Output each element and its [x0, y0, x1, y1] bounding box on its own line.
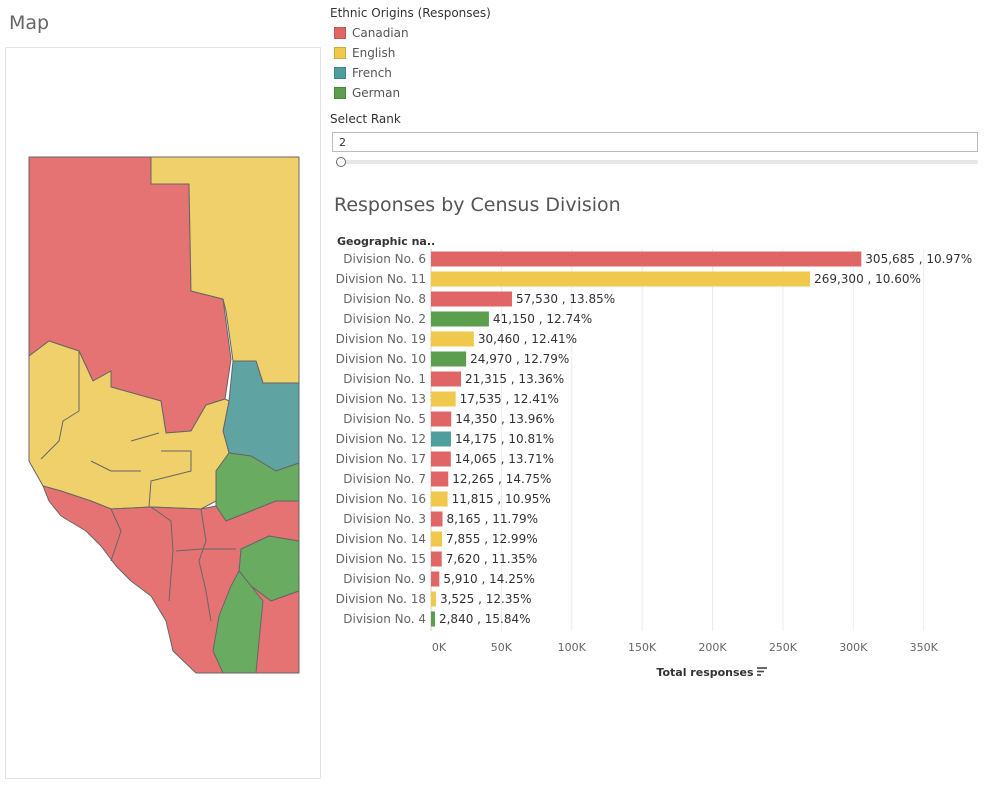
category-label: Division No. 19	[336, 332, 426, 346]
rank-slider-track[interactable]	[337, 160, 978, 164]
bar[interactable]	[431, 391, 456, 407]
tick-label: 100K	[558, 641, 587, 654]
bar[interactable]	[431, 511, 443, 527]
data-label: 24,970 , 12.79%	[470, 352, 569, 366]
tick-label: 50K	[491, 641, 513, 654]
data-label: 5,910 , 14.25%	[443, 572, 535, 586]
data-label: 7,620 , 11.35%	[446, 552, 538, 566]
data-label: 57,530 , 13.85%	[516, 292, 615, 306]
legend-items: Canadian English French German	[330, 23, 491, 103]
data-label: 14,065 , 13.71%	[455, 452, 554, 466]
tick-label: 300K	[839, 641, 868, 654]
map-division-lines	[40, 351, 236, 622]
data-label: 269,300 , 10.60%	[814, 272, 921, 286]
legend: Ethnic Origins (Responses) Canadian Engli…	[330, 6, 491, 103]
data-label: 21,315 , 13.36%	[465, 372, 564, 386]
category-label: Division No. 3	[343, 512, 426, 526]
tick-label: 0K	[432, 641, 447, 654]
bar[interactable]	[431, 531, 443, 547]
data-label: 17,535 , 12.41%	[460, 392, 559, 406]
bar[interactable]	[431, 451, 451, 467]
map-svg	[28, 156, 300, 674]
category-label: Division No. 7	[343, 472, 426, 486]
category-label: Division No. 17	[336, 452, 426, 466]
legend-item-french[interactable]: French	[330, 63, 491, 83]
category-label: Division No. 13	[336, 392, 426, 406]
category-label: Division No. 16	[336, 492, 426, 506]
data-label: 12,265 , 14.75%	[452, 472, 551, 486]
legend-swatch	[334, 47, 346, 59]
category-label: Division No. 12	[336, 432, 426, 446]
data-label: 305,685 , 10.97%	[865, 252, 972, 266]
bar[interactable]	[431, 571, 440, 587]
legend-label: French	[352, 66, 392, 80]
legend-swatch	[334, 87, 346, 99]
tick-label: 350K	[910, 641, 939, 654]
rank-slider-thumb[interactable]	[336, 157, 346, 167]
data-label: 3,525 , 12.35%	[440, 592, 532, 606]
legend-item-english[interactable]: English	[330, 43, 491, 63]
bar[interactable]	[431, 351, 467, 367]
bar[interactable]	[431, 291, 512, 307]
data-label: 8,165 , 11.79%	[446, 512, 538, 526]
bar[interactable]	[431, 431, 451, 447]
category-label: Division No. 6	[343, 252, 426, 266]
bar[interactable]	[431, 411, 452, 427]
legend-label: Canadian	[352, 26, 409, 40]
x-axis-label: Total responses	[656, 666, 754, 679]
bar[interactable]	[431, 591, 436, 607]
map-region-north-east	[150, 156, 300, 384]
category-label: Division No. 2	[343, 312, 426, 326]
legend-item-german[interactable]: German	[330, 83, 491, 103]
bar[interactable]	[431, 551, 442, 567]
bar[interactable]	[431, 611, 435, 627]
data-label: 41,150 , 12.74%	[493, 312, 592, 326]
chart-title: Responses by Census Division	[334, 194, 621, 216]
map-panel	[5, 47, 321, 779]
legend-item-canadian[interactable]: Canadian	[330, 23, 491, 43]
category-label: Division No. 9	[343, 572, 426, 586]
bar[interactable]	[431, 251, 862, 267]
tick-label: 150K	[628, 641, 657, 654]
data-label: 14,350 , 13.96%	[455, 412, 554, 426]
category-label: Division No. 8	[343, 292, 426, 306]
bar-chart: Geographic na.. Division No. 6 305,685 , 1…	[336, 235, 973, 679]
data-label: 2,840 , 15.84%	[439, 612, 531, 626]
data-label: 30,460 , 12.41%	[478, 332, 577, 346]
category-label: Division No. 11	[336, 272, 426, 286]
data-label: 7,855 , 12.99%	[446, 532, 538, 546]
rank-title: Select Rank	[330, 112, 401, 126]
category-label: Division No. 1	[343, 372, 426, 386]
legend-title: Ethnic Origins (Responses)	[330, 6, 491, 20]
category-label: Division No. 4	[343, 612, 426, 626]
bar[interactable]	[431, 371, 462, 387]
data-label: 14,175 , 10.81%	[455, 432, 554, 446]
map-region-south-west-german	[212, 570, 264, 674]
legend-swatch	[334, 67, 346, 79]
category-label: Division No. 14	[336, 532, 426, 546]
category-label: Division No. 10	[336, 352, 426, 366]
bar[interactable]	[431, 311, 489, 327]
bar[interactable]	[431, 471, 449, 487]
category-label: Division No. 18	[336, 592, 426, 606]
legend-label: English	[352, 46, 396, 60]
bar[interactable]	[431, 491, 448, 507]
legend-swatch	[334, 27, 346, 39]
data-label: 11,815 , 10.95%	[452, 492, 551, 506]
tick-label: 200K	[698, 641, 727, 654]
rank-input[interactable]	[332, 132, 978, 152]
tick-label: 250K	[769, 641, 798, 654]
category-label: Division No. 5	[343, 412, 426, 426]
bar[interactable]	[431, 271, 811, 287]
legend-label: German	[352, 86, 401, 100]
map-title: Map	[9, 12, 50, 34]
category-label: Division No. 15	[336, 552, 426, 566]
bar[interactable]	[431, 331, 474, 347]
row-header: Geographic na..	[337, 235, 435, 248]
